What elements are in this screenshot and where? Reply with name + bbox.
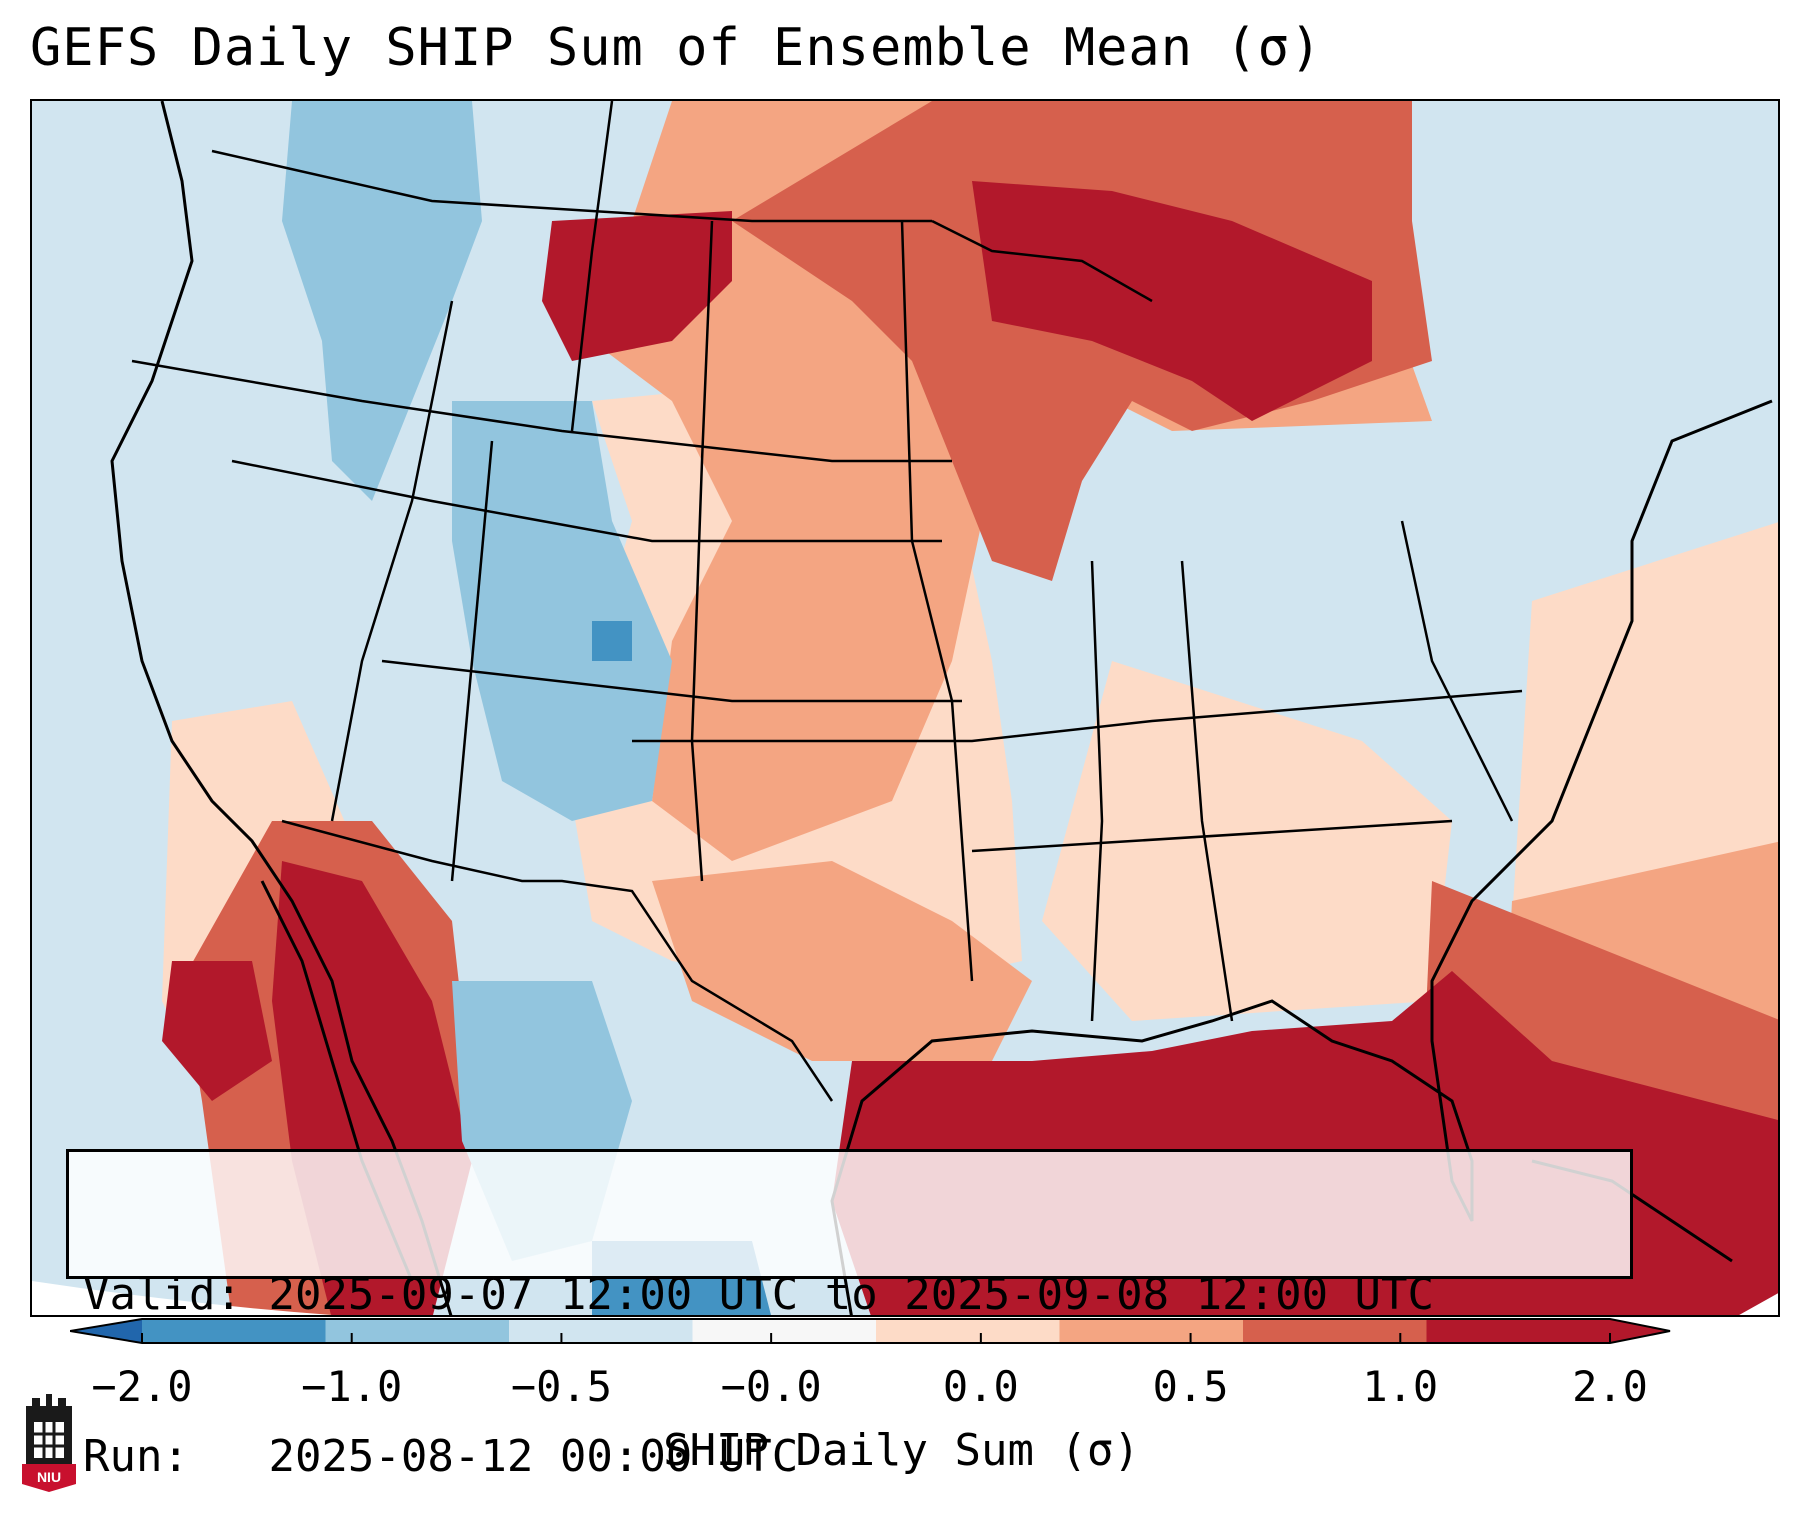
field-colorado-negative bbox=[452, 401, 672, 821]
colorbar-extend-low bbox=[70, 1319, 142, 1343]
niu-logo: NIU bbox=[22, 1394, 76, 1492]
colorbar-segment bbox=[1243, 1319, 1427, 1343]
projection-edge-left bbox=[32, 1281, 333, 1315]
pacific-coastline bbox=[110, 101, 453, 1315]
colorbar-segment bbox=[1426, 1319, 1611, 1343]
border-col-7 bbox=[1180, 560, 1234, 1022]
political-borders bbox=[131, 101, 1523, 1102]
border-col-6 bbox=[1090, 560, 1104, 1022]
colorbar-tick-label: −1.0 bbox=[301, 1362, 403, 1411]
colorbar-segments bbox=[70, 1318, 1671, 1344]
colorbar-segment bbox=[692, 1319, 877, 1343]
border-col-3 bbox=[450, 440, 494, 882]
border-col-2 bbox=[330, 300, 454, 822]
valid-value: 2025-09-07 12:00 UTC to 2025-09-08 12:00… bbox=[268, 1269, 1435, 1320]
logo-shield bbox=[22, 1464, 76, 1492]
colorbar-segment bbox=[142, 1319, 326, 1343]
projection-edge-right bbox=[1739, 1293, 1778, 1315]
logo-window-bars bbox=[34, 1422, 64, 1458]
field-montana-strong-positive bbox=[542, 211, 732, 361]
border-col-4 bbox=[690, 220, 714, 882]
border-row-1 bbox=[131, 359, 952, 463]
field-ontario-strong-positive bbox=[972, 181, 1372, 421]
colorbar-tick-label: 0.0 bbox=[942, 1362, 1019, 1411]
colorbar-title: SHIP Daily Sum (σ) bbox=[663, 1425, 1140, 1476]
valid-run-infobox: Valid: 2025-09-07 12:00 UTC to 2025-09-0… bbox=[66, 1149, 1633, 1482]
run-line: Run: 2025-08-12 00:00 UTC bbox=[83, 1430, 1616, 1484]
chart-title: GEFS Daily SHIP Sum of Ensemble Mean (σ) bbox=[30, 18, 1323, 78]
border-row-3 bbox=[381, 659, 962, 703]
colorbar bbox=[70, 1318, 1671, 1344]
border-col-1 bbox=[570, 101, 614, 432]
logo-text: NIU bbox=[37, 1469, 61, 1485]
map-panel bbox=[30, 99, 1780, 1317]
border-row-4 bbox=[632, 689, 1523, 743]
border-row-2 bbox=[231, 459, 942, 543]
border-col-5 bbox=[900, 220, 974, 982]
field-texas-weak-positive bbox=[652, 861, 1032, 1061]
colorbar-segment bbox=[1059, 1319, 1244, 1343]
colorbar-segment bbox=[876, 1319, 1060, 1343]
colorbar-segment bbox=[509, 1319, 693, 1343]
us-canada-border-lakes bbox=[931, 219, 1153, 303]
run-label: Run: bbox=[83, 1431, 189, 1482]
colorbar-tick-label: 0.5 bbox=[1152, 1362, 1229, 1411]
field-southeast-slight-positive bbox=[1042, 661, 1452, 1021]
anomaly-map bbox=[32, 101, 1778, 1315]
border-col-8 bbox=[1400, 520, 1514, 822]
colorbar-tick-label: −0.0 bbox=[720, 1362, 822, 1411]
field-atlantic-slight-positive bbox=[1512, 522, 1778, 921]
field-baja-strong-positive bbox=[162, 961, 272, 1101]
field-colorado-strong-negative-cell bbox=[592, 621, 632, 661]
colorbar-tick-label: 2.0 bbox=[1572, 1362, 1648, 1411]
us-canada-border-west bbox=[211, 149, 932, 223]
valid-line: Valid: 2025-09-07 12:00 UTC to 2025-09-0… bbox=[83, 1268, 1616, 1322]
valid-label: Valid: bbox=[83, 1269, 242, 1320]
colorbar-extend-high bbox=[1610, 1319, 1670, 1343]
run-value: 2025-08-12 00:00 UTC bbox=[268, 1431, 799, 1482]
border-row-5 bbox=[971, 819, 1453, 853]
logo-window-grid bbox=[34, 1422, 64, 1458]
colorbar-tick-label: −0.5 bbox=[510, 1362, 612, 1411]
colorbar-tick-label: −2.0 bbox=[91, 1362, 193, 1411]
us-mexico-border bbox=[281, 819, 834, 1102]
colorbar-tick-label: 1.0 bbox=[1362, 1362, 1439, 1411]
colorbar-segment bbox=[325, 1319, 510, 1343]
